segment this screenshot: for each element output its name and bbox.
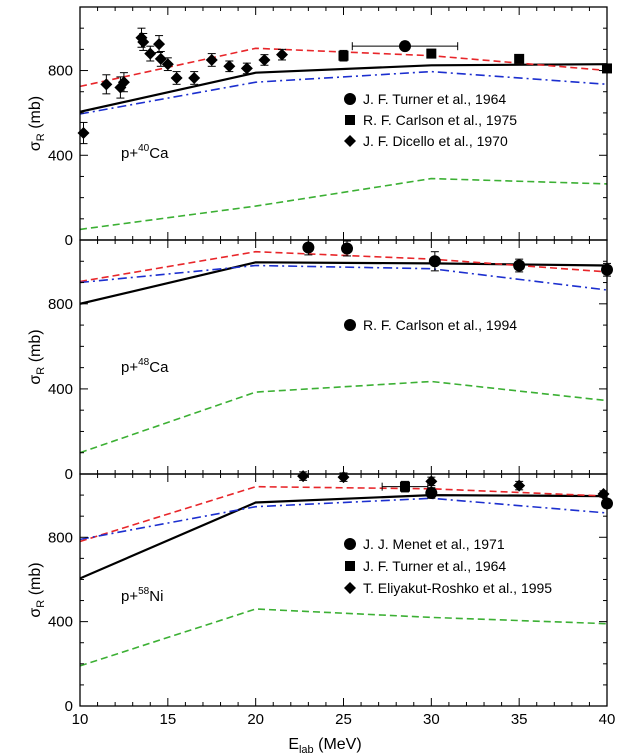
data-point	[100, 78, 113, 91]
y-axis-label: σR (mb)	[27, 96, 47, 151]
y-tick-label: 400	[48, 614, 73, 631]
data-point	[513, 479, 526, 492]
legend-entry: T. Eliyakut-Roshko et al., 1995	[363, 580, 552, 596]
legend-marker-diamond	[344, 582, 356, 594]
nucleus-label: p+58Ni	[121, 586, 163, 605]
legend-entry: R. F. Carlson et al., 1975	[363, 112, 517, 128]
curve-solid-0	[80, 63, 607, 113]
panel-3: 0 400 800 10 15 20 25 30 35 40 σR (mb) p+58Ni J. J. …	[27, 470, 615, 728]
data-point	[513, 259, 526, 272]
curve-dashdot-2	[80, 497, 607, 541]
legend-entry: J. F. Dicello et al., 1970	[363, 133, 508, 149]
nucleus-label: p+40Ca	[121, 143, 169, 162]
series-square	[381, 480, 429, 493]
legend-marker-square	[345, 561, 355, 571]
curve-dashed-3	[80, 380, 607, 454]
x-tick-label: 20	[247, 711, 264, 728]
legend-marker-diamond	[344, 135, 356, 147]
y-tick-label: 0	[65, 698, 73, 715]
series-square	[338, 48, 612, 74]
legend-marker-circle	[344, 319, 356, 331]
data-point	[338, 50, 349, 61]
data-point	[223, 60, 236, 73]
x-tick-label: 35	[511, 711, 528, 728]
data-point	[426, 48, 437, 59]
x-axis-label: Elab (MeV)	[288, 736, 361, 754]
axis-ticks	[79, 473, 608, 707]
data-point	[276, 48, 289, 61]
data-point	[77, 127, 90, 140]
x-tick-label: 15	[159, 711, 176, 728]
curve-dashed-3	[80, 608, 607, 667]
data-point	[161, 58, 174, 71]
series-circle	[351, 40, 459, 53]
data-point	[514, 53, 525, 64]
curve-dashed-1	[80, 485, 607, 543]
legend-marker-square	[345, 115, 355, 125]
curve-dashdot-2	[80, 70, 607, 115]
x-tick-label: 25	[335, 711, 352, 728]
y-tick-label: 0	[65, 466, 73, 483]
y-tick-label: 400	[48, 381, 73, 398]
y-axis-label: σR (mb)	[27, 562, 47, 617]
data-point	[240, 62, 253, 75]
x-tick-label: 10	[72, 711, 89, 728]
curve-solid-0	[80, 493, 607, 580]
data-point	[188, 71, 201, 84]
legend: R. F. Carlson et al., 1994	[344, 317, 517, 333]
data-point	[428, 255, 441, 268]
y-tick-label: 800	[48, 529, 73, 546]
data-point	[398, 40, 411, 53]
data-point	[341, 242, 354, 255]
y-axis-label: σR (mb)	[27, 329, 47, 384]
nucleus-label: p+48Ca	[121, 357, 169, 376]
series-diamond	[77, 27, 289, 145]
series-circle	[302, 239, 613, 277]
y-tick-label: 800	[48, 296, 73, 313]
legend-marker-circle	[344, 93, 356, 105]
y-tick-label: 800	[48, 63, 73, 80]
y-tick-label: 0	[65, 232, 73, 249]
curve-dashed-3	[80, 177, 607, 231]
curve-dashdot-2	[80, 264, 607, 291]
legend-entry: J. F. Turner et al., 1964	[363, 91, 506, 107]
data-point	[137, 35, 150, 48]
legend-marker-circle	[344, 538, 356, 550]
data-point	[117, 76, 130, 89]
y-tick-label: 400	[48, 147, 73, 164]
data-point	[399, 481, 410, 492]
legend-entry: J. J. Menet et al., 1971	[363, 536, 505, 552]
data-point	[153, 38, 166, 51]
legend-entry: R. F. Carlson et al., 1994	[363, 317, 517, 333]
data-point	[302, 241, 315, 254]
data-point	[144, 47, 157, 60]
data-point	[170, 71, 183, 84]
legend-entry: J. F. Turner et al., 1964	[363, 558, 506, 574]
data-point	[258, 53, 271, 66]
x-tick-label: 40	[599, 711, 616, 728]
data-point	[425, 486, 438, 499]
x-tick-label: 30	[423, 711, 440, 728]
data-point	[154, 52, 167, 65]
legend: J. J. Menet et al., 1971 J. F. Turner et …	[344, 536, 552, 596]
data-point	[297, 470, 310, 483]
data-point	[205, 53, 218, 66]
legend: J. F. Turner et al., 1964 R. F. Carlson e…	[344, 91, 517, 149]
